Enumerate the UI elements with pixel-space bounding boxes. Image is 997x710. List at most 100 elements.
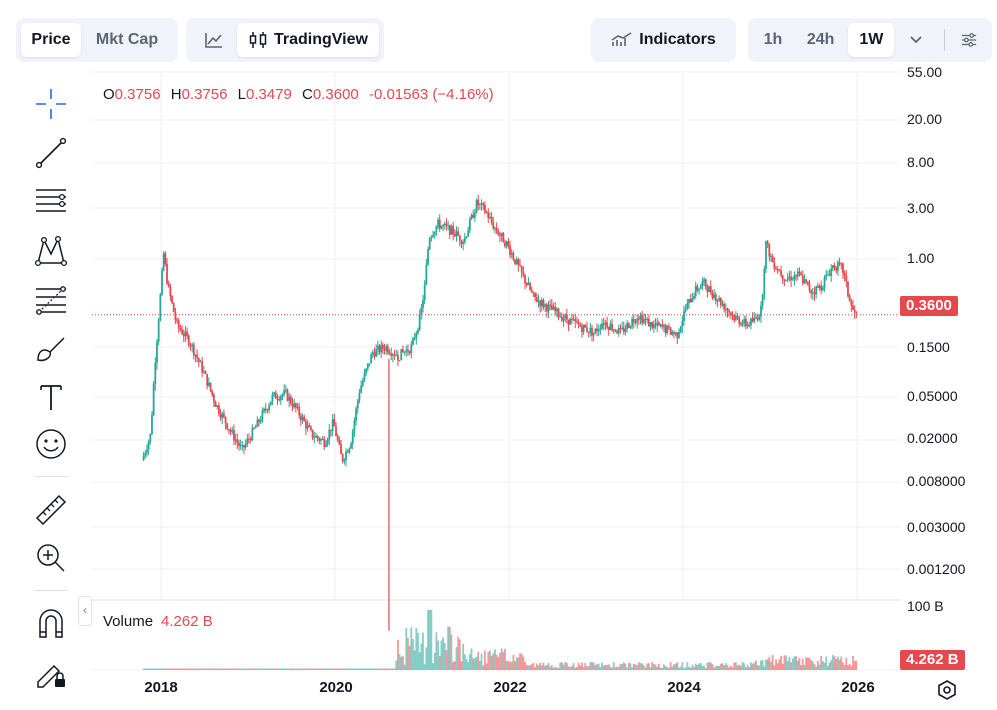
interval-24h[interactable]: 24h [806,31,835,48]
indicators-button[interactable]: Indicators [591,18,736,62]
candle-body [519,264,521,266]
volume-bar [376,668,379,670]
volume-bar [681,662,684,670]
candle-body [380,344,383,353]
candle-body [783,279,786,281]
volume-bar [331,668,334,670]
candle-body [388,352,391,354]
volume-bar [534,667,536,670]
volume-bar [142,668,145,670]
volume-bar [443,642,446,670]
volume-bar [848,664,851,670]
candle-body [790,276,792,281]
settings-button[interactable] [951,23,987,57]
text-tool[interactable] [30,380,72,414]
volume-bar [293,668,296,670]
volume-bar [189,668,192,670]
candle-body [535,297,538,302]
volume-bar [627,662,630,670]
magnet-tool[interactable] [30,607,72,641]
candle-body [848,295,851,302]
lock-draw-tool[interactable] [30,656,72,690]
candle-body [328,429,331,440]
candle-body [346,451,349,453]
volume-bar [336,668,339,670]
interval-1h[interactable]: 1h [763,31,783,48]
volume-bar [576,667,578,670]
candle-body [676,332,679,338]
candle-body [191,344,194,346]
candle-body [487,212,490,219]
candle-body [263,408,265,412]
auto-scale-button[interactable] [935,678,959,702]
volume-bar [591,662,593,670]
volume-bar [840,656,843,670]
candle-body [679,326,682,333]
price-tab[interactable]: Price [21,23,81,57]
candle-body [584,324,587,328]
volume-bar [338,668,341,670]
candle-body [326,439,329,444]
candle-body [542,299,545,307]
tradingview-button[interactable]: TradingView [237,23,379,57]
mktcap-tab[interactable]: Mkt Cap [95,31,159,48]
candle-body [776,268,779,271]
candle-body [259,420,262,423]
volume-bar [694,663,697,670]
volume-bar [569,666,572,670]
brush-tool[interactable] [30,332,72,366]
volume-bar [609,666,612,670]
candle-body [673,332,675,334]
emoji-tool[interactable] [30,427,72,461]
candle-body [330,429,332,432]
crosshair-tool[interactable] [30,87,72,121]
volume-bar [813,664,816,670]
volume-bar [289,668,292,670]
y-tick-label: 0.003000 [907,519,966,535]
candle-body [315,435,317,438]
candle-body [318,438,321,441]
volume-bar [248,668,250,670]
indicators-label: Indicators [639,31,716,48]
candle-body [550,305,553,310]
volume-bar [788,657,791,670]
volume-bar [161,668,163,670]
volume-bar [811,661,814,670]
ruler-tool[interactable] [30,493,72,527]
candle-body [448,225,451,235]
trendline-tool[interactable] [30,136,72,170]
interval-dropdown[interactable] [894,23,938,57]
candle-body [642,318,645,324]
volume-bar [298,668,301,670]
volume-bar [316,668,319,670]
horizontal-lines-tool[interactable] [30,185,72,219]
volume-bar [842,662,844,670]
volume-bar [820,655,823,670]
line-chart-button[interactable] [191,23,237,57]
volume-bar [221,668,224,670]
volume-bar [654,664,657,670]
candle-body [574,319,577,322]
zoom-in-tool[interactable] [30,541,72,575]
tools-divider-2 [34,590,68,591]
volume-bar [472,658,475,670]
volume-bar [407,637,409,670]
candle-body [400,349,403,361]
candle-body [637,318,640,320]
hexagon-settings-icon [938,680,956,700]
panel-collapse-handle[interactable]: ‹ [78,596,92,626]
candle-body [504,242,506,247]
candle-body [373,352,376,357]
candle-body [723,303,726,310]
candle-body [468,218,471,231]
pattern-tool[interactable] [30,234,72,268]
candle-body [632,318,635,323]
fib-tool[interactable] [30,283,72,317]
volume-bar [497,657,500,670]
candle-body [231,429,234,432]
candle-body [234,439,237,441]
interval-1w[interactable]: 1W [848,23,895,57]
candle-body [781,275,784,280]
volume-bar [597,663,600,670]
